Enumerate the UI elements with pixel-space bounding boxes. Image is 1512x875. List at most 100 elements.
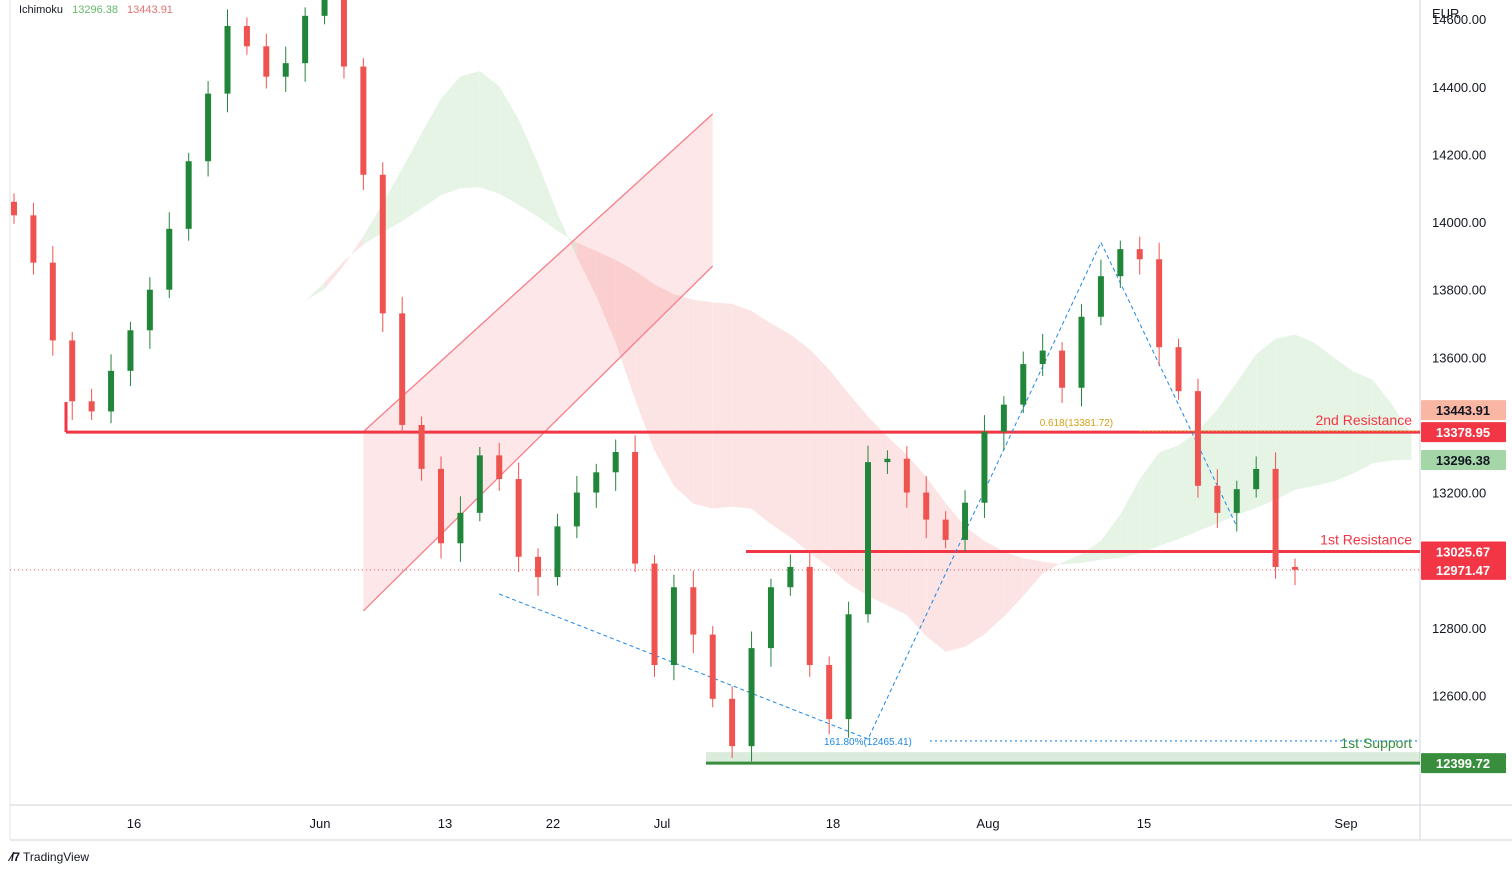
- candle-body[interactable]: [496, 455, 503, 480]
- candle-body[interactable]: [321, 0, 328, 16]
- candle-body[interactable]: [185, 161, 192, 229]
- candle-body[interactable]: [263, 46, 270, 77]
- candle-body[interactable]: [787, 566, 794, 588]
- cloud-segment: [343, 235, 364, 266]
- candle-body[interactable]: [1117, 249, 1124, 277]
- candle-body[interactable]: [593, 472, 600, 493]
- candle-body[interactable]: [438, 468, 444, 544]
- price-badge-label: 13025.67: [1436, 545, 1490, 560]
- candle-body[interactable]: [1214, 485, 1221, 513]
- candle-body[interactable]: [845, 614, 852, 720]
- candle-body[interactable]: [962, 502, 969, 540]
- candle-body[interactable]: [865, 462, 871, 615]
- candle-body[interactable]: [205, 93, 212, 162]
- candle-body[interactable]: [981, 431, 988, 503]
- candle-body[interactable]: [69, 340, 76, 402]
- candle-body[interactable]: [1292, 566, 1298, 570]
- candle-body[interactable]: [670, 587, 677, 665]
- price-badge[interactable]: [1421, 541, 1506, 562]
- candle-body[interactable]: [1175, 347, 1182, 392]
- candle-body[interactable]: [806, 566, 813, 665]
- price-badge[interactable]: [1421, 449, 1506, 470]
- candle-body[interactable]: [1097, 276, 1104, 317]
- candle-body[interactable]: [1194, 391, 1201, 486]
- cloud-segment: [906, 454, 927, 637]
- candle-body[interactable]: [418, 424, 425, 469]
- candle-body[interactable]: [1156, 259, 1163, 348]
- candle-body[interactable]: [166, 228, 173, 290]
- candle-body[interactable]: [1078, 316, 1085, 388]
- candle-body[interactable]: [127, 330, 134, 371]
- candle-body[interactable]: [942, 519, 949, 540]
- candle-body[interactable]: [476, 455, 483, 513]
- candle-body[interactable]: [1000, 404, 1007, 432]
- fibonacci-markings: 0.618(13381.72) 161.80%(12465.41): [499, 241, 1420, 748]
- candle-body[interactable]: [729, 698, 736, 747]
- price-badge[interactable]: [1421, 400, 1506, 421]
- price-badge[interactable]: [1421, 753, 1506, 774]
- cloud-segment: [130, 215, 150, 239]
- candle-body[interactable]: [399, 313, 406, 425]
- cloud-segment: [305, 282, 325, 302]
- candle-body[interactable]: [457, 512, 464, 544]
- candle-body[interactable]: [826, 664, 833, 720]
- cloud-segment: [246, 327, 267, 334]
- candle-body[interactable]: [612, 451, 619, 473]
- price-badge[interactable]: [1421, 422, 1506, 443]
- cloud-segment: [421, 98, 441, 209]
- channel-lower-line[interactable]: [362, 265, 714, 612]
- cloud-segment: [1197, 409, 1218, 532]
- tv-logo-icon: ⁄/7: [10, 850, 20, 864]
- candle-body[interactable]: [1272, 468, 1279, 567]
- candle-body[interactable]: [923, 492, 930, 520]
- candle-body[interactable]: [884, 458, 891, 463]
- candle-body[interactable]: [224, 25, 231, 94]
- candle-body[interactable]: [573, 492, 580, 527]
- cloud-segment: [848, 393, 868, 597]
- price-badge[interactable]: [1421, 559, 1506, 580]
- candle-body[interactable]: [535, 556, 542, 578]
- candle-body[interactable]: [903, 458, 910, 493]
- candle-body[interactable]: [30, 215, 37, 263]
- candle-body[interactable]: [1233, 489, 1240, 513]
- candle-body[interactable]: [515, 479, 522, 557]
- tradingview-logo[interactable]: ⁄/7 TradingView: [10, 850, 89, 864]
- candle-body[interactable]: [554, 526, 561, 578]
- candle-body[interactable]: [632, 451, 639, 564]
- candle-body[interactable]: [146, 289, 153, 331]
- cloud-segment: [1372, 379, 1393, 464]
- candle-body[interactable]: [767, 587, 774, 649]
- candle-body[interactable]: [1253, 468, 1260, 490]
- candle-body[interactable]: [88, 401, 95, 412]
- cloud-segment: [576, 242, 597, 297]
- candle-body[interactable]: [1136, 249, 1143, 260]
- candle-body[interactable]: [108, 370, 115, 412]
- candle-body[interactable]: [748, 648, 755, 747]
- cloud-segment: [926, 477, 946, 652]
- cloud-segment: [965, 526, 985, 647]
- cloud-segment: [479, 70, 500, 194]
- price-badge-label: 12399.72: [1436, 756, 1490, 771]
- candle-body[interactable]: [651, 563, 658, 665]
- candle-body[interactable]: [340, 0, 347, 67]
- channel-upper-line[interactable]: [362, 113, 714, 433]
- fib-zigzag: [499, 241, 1238, 740]
- candle-body[interactable]: [1059, 350, 1066, 388]
- candle-body[interactable]: [709, 634, 716, 699]
- candle-body[interactable]: [302, 15, 309, 64]
- price-badge-label: 13378.95: [1436, 425, 1490, 440]
- candle-body[interactable]: [1039, 350, 1046, 365]
- candle-body[interactable]: [1020, 364, 1027, 405]
- candle-body[interactable]: [379, 174, 386, 314]
- y-tick-label: 14600.00: [1432, 12, 1486, 27]
- y-tick-label: 12800.00: [1432, 621, 1486, 636]
- candle-body[interactable]: [49, 262, 56, 341]
- candle-body[interactable]: [690, 587, 697, 635]
- cloud-segment: [751, 310, 771, 525]
- candle-body[interactable]: [360, 66, 367, 175]
- candle-body[interactable]: [243, 25, 250, 47]
- candle-body[interactable]: [282, 63, 289, 77]
- candle-body[interactable]: [11, 201, 17, 216]
